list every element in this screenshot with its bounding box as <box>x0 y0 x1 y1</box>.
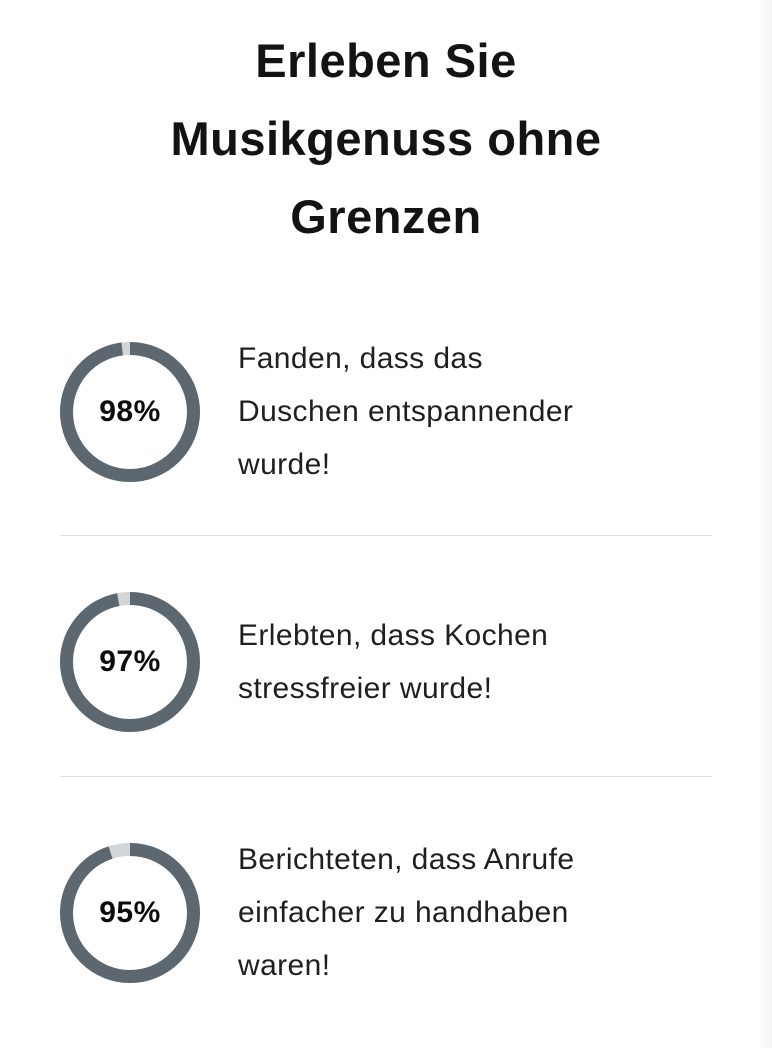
stat-row-shower: 98% Fanden, dass das Duschen entspannend… <box>60 332 712 491</box>
stat-caption: Fanden, dass das Duschen entspannender w… <box>238 332 573 491</box>
stats-list: 98% Fanden, dass das Duschen entspannend… <box>0 332 772 992</box>
percent-label: 95% <box>99 895 161 929</box>
percent-label: 97% <box>99 645 161 678</box>
stat-row-calls: 95% Berichteten, dass Anrufe einfacher z… <box>60 833 712 992</box>
page-title: Erleben Sie Musikgenuss ohne Grenzen <box>0 0 772 256</box>
stat-caption-line: Fanden, dass das <box>238 342 483 375</box>
divider <box>60 776 712 777</box>
progress-ring-98: 98% <box>60 341 200 482</box>
progress-ring-svg <box>60 592 200 732</box>
ring-fill <box>60 592 200 732</box>
stat-caption-line: stressfreier wurde! <box>238 672 493 705</box>
stat-caption-line: einfacher zu handhaben <box>238 896 569 929</box>
stat-caption-line: Erlebten, dass Kochen <box>238 619 549 652</box>
progress-ring-97: 97% <box>60 592 200 732</box>
stat-caption: Erlebten, dass Kochen stressfreier wurde… <box>238 609 548 715</box>
stat-caption-line: Duschen entspannender <box>238 395 574 428</box>
ring-fill <box>60 341 200 482</box>
stat-caption-line: waren! <box>238 949 331 982</box>
progress-ring-svg <box>60 341 200 482</box>
progress-ring-95: 95% <box>60 842 200 983</box>
page-title-line: Erleben Sie <box>255 34 517 87</box>
page-title-line: Musikgenuss ohne <box>170 112 602 165</box>
progress-ring-svg <box>60 842 200 983</box>
percent-label: 98% <box>99 394 161 428</box>
page-title-line: Grenzen <box>290 190 482 243</box>
divider <box>60 535 712 536</box>
stat-row-cooking: 97% Erlebten, dass Kochen stressfreier w… <box>60 592 712 732</box>
ring-fill <box>60 842 200 983</box>
stat-caption-line: wurde! <box>238 448 331 481</box>
stat-caption-line: Berichteten, dass Anrufe <box>238 843 575 876</box>
stat-caption: Berichteten, dass Anrufe einfacher zu ha… <box>238 833 574 992</box>
